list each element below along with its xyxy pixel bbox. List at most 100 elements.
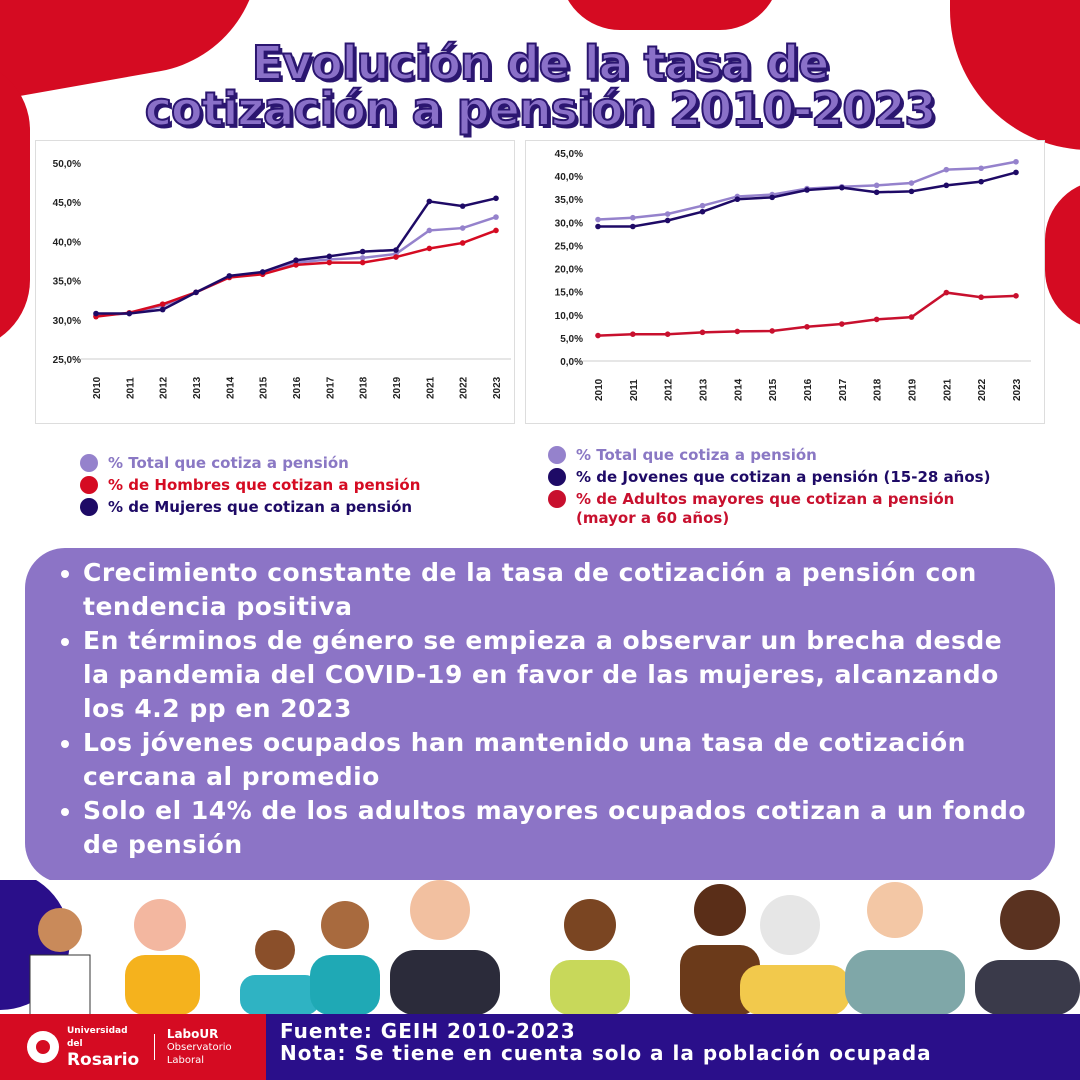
legend-label: % de Hombres que cotizan a pensión xyxy=(108,476,421,494)
x-tick-label: 2015 xyxy=(259,376,270,399)
source-text: Fuente: GEIH 2010-2023 xyxy=(280,1019,576,1043)
data-point xyxy=(873,189,880,196)
data-point xyxy=(630,331,636,337)
x-tick-label: 2012 xyxy=(159,376,170,399)
y-tick-label: 30,0% xyxy=(555,218,583,229)
lab-subtitle: Observatorio Laboral xyxy=(166,1041,232,1066)
legend-genero: % Total que cotiza a pensión % de Hombre… xyxy=(80,454,420,520)
legend-label: % Total que cotiza a pensión xyxy=(108,454,349,472)
data-point xyxy=(978,178,984,185)
conclusions-box: Crecimiento constante de la tasa de coti… xyxy=(25,548,1055,883)
data-point xyxy=(93,310,99,317)
data-point xyxy=(426,227,433,234)
bullet: Crecimiento constante de la tasa de coti… xyxy=(83,556,1035,624)
data-point xyxy=(459,225,466,231)
chart-genero: 25,0% 30,0% 35,0% 40,0% 45,0% 50,0% 2010 2011 20… xyxy=(35,140,515,424)
note-text: Nota: Se tiene en cuenta solo a la pobla… xyxy=(280,1041,932,1065)
people-illustration xyxy=(0,880,1080,1015)
page-title: Evolución de la tasa de cotización a pens… xyxy=(0,39,1080,133)
legend-item: % Total que cotiza a pensión xyxy=(548,446,1008,464)
series-line xyxy=(95,229,497,318)
x-tick-label: 2021 xyxy=(425,376,436,399)
y-tick-label: 5,0% xyxy=(560,334,583,345)
y-tick-label: 40,0% xyxy=(555,172,583,183)
data-point xyxy=(943,289,950,296)
data-point xyxy=(769,194,775,201)
y-tick-label: 45,0% xyxy=(53,198,81,209)
x-tick-label: 2023 xyxy=(1012,378,1023,401)
title-line1: Evolución de la tasa de xyxy=(251,36,830,90)
data-point xyxy=(193,289,199,296)
data-point xyxy=(595,223,601,230)
data-point xyxy=(426,198,433,205)
rosario-crest-icon xyxy=(27,1031,59,1063)
data-point xyxy=(259,269,266,275)
data-point xyxy=(734,328,741,335)
legend-dot xyxy=(548,490,566,508)
data-point xyxy=(978,165,984,172)
legend-item: % Total que cotiza a pensión xyxy=(80,454,420,472)
x-tick-label: 2011 xyxy=(125,377,136,399)
data-point xyxy=(359,259,366,266)
data-point xyxy=(699,202,706,209)
data-point xyxy=(159,301,166,307)
data-point xyxy=(493,214,499,220)
y-tick-label: 0,0% xyxy=(560,357,583,368)
x-tick-label: 2023 xyxy=(492,376,503,399)
x-tick-label: 2013 xyxy=(699,378,710,401)
y-tick-label: 15,0% xyxy=(555,288,583,299)
legend-item: % de Jovenes que cotizan a pensión (15-2… xyxy=(548,468,1008,486)
data-point xyxy=(393,247,399,253)
data-point xyxy=(595,332,601,339)
data-point xyxy=(839,321,845,327)
data-point xyxy=(459,203,466,209)
data-point xyxy=(943,166,950,173)
y-tick-label: 25,0% xyxy=(53,355,81,366)
bullet: En términos de género se empieza a obser… xyxy=(83,624,1035,726)
data-point xyxy=(630,214,636,221)
y-tick-label: 10,0% xyxy=(555,311,583,322)
data-point xyxy=(426,245,433,252)
data-point xyxy=(804,323,810,330)
x-tick-label: 2014 xyxy=(225,376,236,399)
legend-label: % de Adultos mayores que cotizan a pensi… xyxy=(576,490,955,527)
data-point xyxy=(734,196,741,203)
bullet: Los jóvenes ocupados han mantenido una t… xyxy=(83,726,1035,794)
x-tick-label: 2010 xyxy=(594,378,605,401)
legend-edad: % Total que cotiza a pensión % de Jovene… xyxy=(548,446,1008,532)
data-point xyxy=(873,316,880,323)
data-point xyxy=(769,328,775,334)
data-point xyxy=(699,329,706,336)
bullet: Solo el 14% de los adultos mayores ocupa… xyxy=(83,794,1035,862)
y-tick-label: 20,0% xyxy=(555,265,583,276)
x-tick-label: 2013 xyxy=(192,376,203,399)
decor-blob xyxy=(1045,180,1080,330)
x-tick-label: 2011 xyxy=(629,379,640,401)
data-point xyxy=(293,262,299,268)
data-point xyxy=(1013,293,1019,299)
data-point xyxy=(126,310,133,317)
data-point xyxy=(908,180,915,186)
series-line xyxy=(598,171,1017,228)
legend-label: % de Mujeres que cotizan a pensión xyxy=(108,498,413,516)
data-point xyxy=(226,273,233,279)
footer-logo: Universidad del Rosario LaboUR Observatori… xyxy=(0,1014,266,1080)
decor-blob xyxy=(560,0,780,30)
data-point xyxy=(159,306,166,313)
y-tick-label: 35,0% xyxy=(53,277,81,288)
legend-label: % de Jovenes que cotizan a pensión (15-2… xyxy=(576,468,991,486)
data-point xyxy=(908,314,915,320)
legend-dot xyxy=(80,498,98,516)
data-point xyxy=(359,255,366,261)
y-tick-label: 25,0% xyxy=(555,241,583,252)
data-point xyxy=(359,248,366,255)
x-tick-label: 2010 xyxy=(92,376,103,399)
x-tick-label: 2018 xyxy=(359,376,370,399)
data-point xyxy=(699,208,706,215)
legend-dot xyxy=(548,446,566,464)
data-point xyxy=(978,294,984,301)
y-tick-label: 50,0% xyxy=(53,159,81,170)
data-point xyxy=(326,253,333,260)
legend-dot xyxy=(80,476,98,494)
data-point xyxy=(873,182,880,189)
